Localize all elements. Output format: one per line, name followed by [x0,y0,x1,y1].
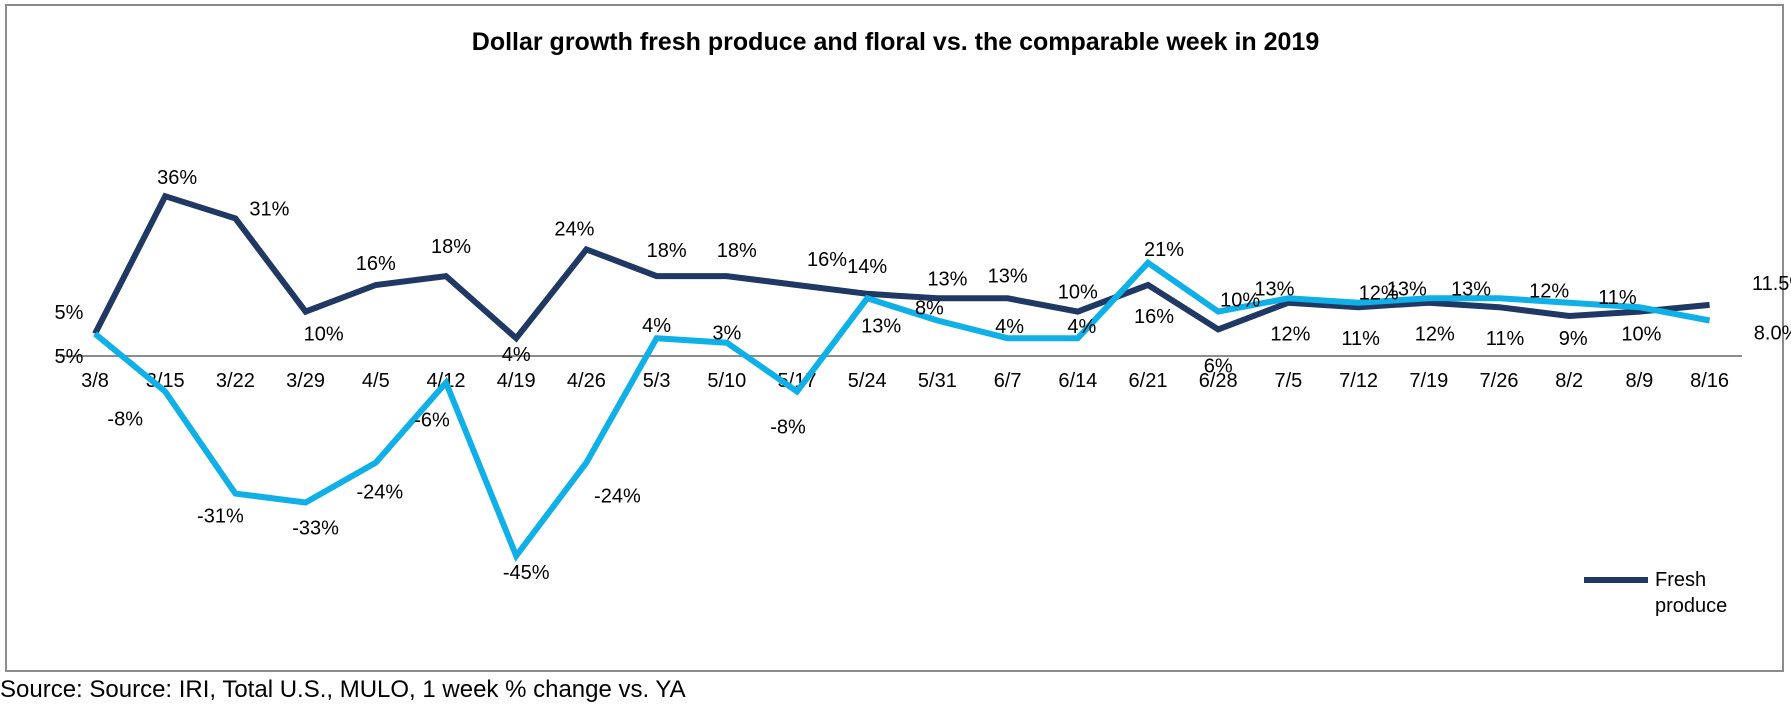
data-label-floral: -45% [503,562,550,584]
data-label-fresh-produce: 13% [988,265,1028,287]
x-tick-label: 3/29 [286,370,325,392]
data-label-fresh-produce: 16% [356,253,396,275]
data-label-fresh-produce: 10% [1621,324,1661,346]
data-label-fresh-produce: 16% [1134,306,1174,328]
series-line-fresh-produce [92,192,1710,343]
x-tick-label: 7/26 [1480,370,1519,392]
data-label-fresh-produce: 11% [1341,328,1380,350]
data-label-fresh-produce: 36% [157,167,197,189]
x-tick-label: 7/12 [1339,370,1378,392]
data-label-fresh-produce: 10% [304,324,344,346]
data-label-floral: -8% [107,409,143,431]
legend-label-fresh-produce: produce [1655,595,1727,617]
data-label-floral: 21% [1144,239,1184,261]
x-tick-label: 4/19 [497,370,536,392]
data-label-fresh-produce: 10% [1058,282,1098,304]
data-label-fresh-produce: 11% [1486,328,1525,350]
data-label-fresh-produce: 31% [249,198,289,220]
data-label-floral: 4% [995,316,1024,338]
chart-title: Dollar growth fresh produce and floral v… [471,28,1320,56]
data-label-floral: 11% [1598,287,1637,309]
data-label-fresh-produce: 9% [1559,328,1588,350]
x-tick-label: 4/5 [362,370,390,392]
data-label-floral: 13% [861,315,901,337]
data-label-fresh-produce: 6% [1204,355,1233,377]
data-label-fresh-produce: 13% [927,268,967,290]
data-label-floral: -33% [292,518,339,540]
data-label-fresh-produce: 12% [1270,324,1310,346]
x-tick-label: 7/19 [1409,370,1448,392]
x-tick-label: 5/3 [643,370,671,392]
data-label-floral: 10% [1220,290,1260,312]
x-tick-label: 8/16 [1690,370,1729,392]
x-tick-label: 5/10 [707,370,746,392]
x-tick-label: 7/5 [1274,370,1302,392]
data-label-floral: 13% [1254,278,1294,300]
data-label-fresh-produce: 4% [502,344,531,366]
data-label-fresh-produce: 24% [554,218,594,240]
data-label-floral: 8.0% [1754,322,1791,344]
data-label-fresh-produce: 18% [717,240,757,262]
x-tick-label: 6/28 [1199,370,1238,392]
data-label-fresh-produce: 18% [647,240,687,262]
x-tick-label: 4/26 [567,370,606,392]
data-label-floral: 4% [1067,316,1096,338]
data-label-floral: 12% [1359,283,1399,305]
data-label-floral: 3% [712,323,741,345]
x-tick-label: 3/8 [81,370,109,392]
x-tick-label: 3/22 [216,370,255,392]
data-label-floral: -31% [197,506,244,528]
x-tick-label: 8/9 [1625,370,1653,392]
x-tick-label: 5/24 [848,370,887,392]
data-label-fresh-produce: 12% [1415,324,1455,346]
data-label-fresh-produce: 18% [431,236,471,258]
data-label-floral: -8% [770,417,806,439]
data-label-fresh-produce: 11.5% [1752,273,1791,295]
legend-label-fresh-produce: Fresh [1655,569,1706,591]
data-label-floral: 12% [1529,281,1569,303]
data-label-fresh-produce: 16% [807,249,847,271]
x-tick-label: 5/31 [918,370,957,392]
data-label-fresh-produce: 14% [847,256,887,278]
data-label-floral: 13% [1387,278,1427,300]
source-note: Source: Source: IRI, Total U.S., MULO, 1… [0,676,686,703]
chart-frame [5,4,1784,672]
data-label-fresh-produce: 5% [55,302,84,324]
x-tick-label: 6/14 [1058,370,1097,392]
data-label-floral: 4% [642,315,671,337]
data-label-floral: 8% [915,297,944,319]
data-label-floral: 5% [55,346,84,368]
x-tick-label: 6/21 [1129,370,1168,392]
data-label-floral: -24% [594,486,641,508]
data-label-floral: 13% [1451,278,1491,300]
data-label-floral: -24% [356,482,403,504]
x-tick-label: 6/7 [994,370,1022,392]
series-line-floral [93,258,1711,562]
data-label-floral: -6% [414,410,450,432]
x-tick-label: 8/2 [1555,370,1583,392]
